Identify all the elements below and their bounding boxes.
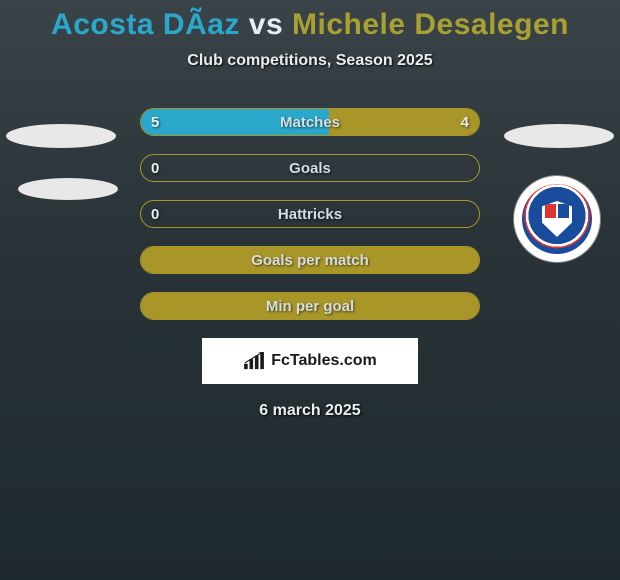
stat-row: Min per goal <box>140 292 480 320</box>
stat-row: 0 Goals <box>140 154 480 182</box>
stat-row: 5 4 Matches <box>140 108 480 136</box>
stat-value-left: 0 <box>151 160 159 177</box>
date-text: 6 march 2025 <box>0 402 620 420</box>
player2-name: Michele Desalegen <box>292 8 569 41</box>
club-badge <box>514 176 600 262</box>
player1-name: Acosta DÃ­az <box>51 8 240 41</box>
stat-label: Goals <box>289 160 331 177</box>
source-logo: FcTables.com <box>202 338 418 384</box>
player1-avatar-placeholder <box>6 124 116 148</box>
stat-label: Matches <box>280 114 340 131</box>
content-area: Acosta DÃ­az vs Michele Desalegen Club c… <box>0 0 620 580</box>
vs-text: vs <box>249 8 283 41</box>
stat-row: 0 Hattricks <box>140 200 480 228</box>
stat-label: Min per goal <box>266 298 354 315</box>
page-title: Acosta DÃ­az vs Michele Desalegen <box>0 0 620 42</box>
stat-label: Goals per match <box>251 252 369 269</box>
subtitle: Club competitions, Season 2025 <box>0 52 620 70</box>
stat-row: Goals per match <box>140 246 480 274</box>
club-badge-inner <box>522 184 592 254</box>
logo-text: FcTables.com <box>271 352 377 370</box>
stat-value-left: 0 <box>151 206 159 223</box>
stat-fill-right <box>329 109 479 135</box>
stat-label: Hattricks <box>278 206 342 223</box>
stat-value-right: 4 <box>461 114 469 131</box>
shield-icon <box>542 201 572 237</box>
player2-avatar-placeholder <box>504 124 614 148</box>
player1-avatar-placeholder-2 <box>18 178 118 200</box>
stat-value-left: 5 <box>151 114 159 131</box>
bars-icon <box>243 352 265 370</box>
